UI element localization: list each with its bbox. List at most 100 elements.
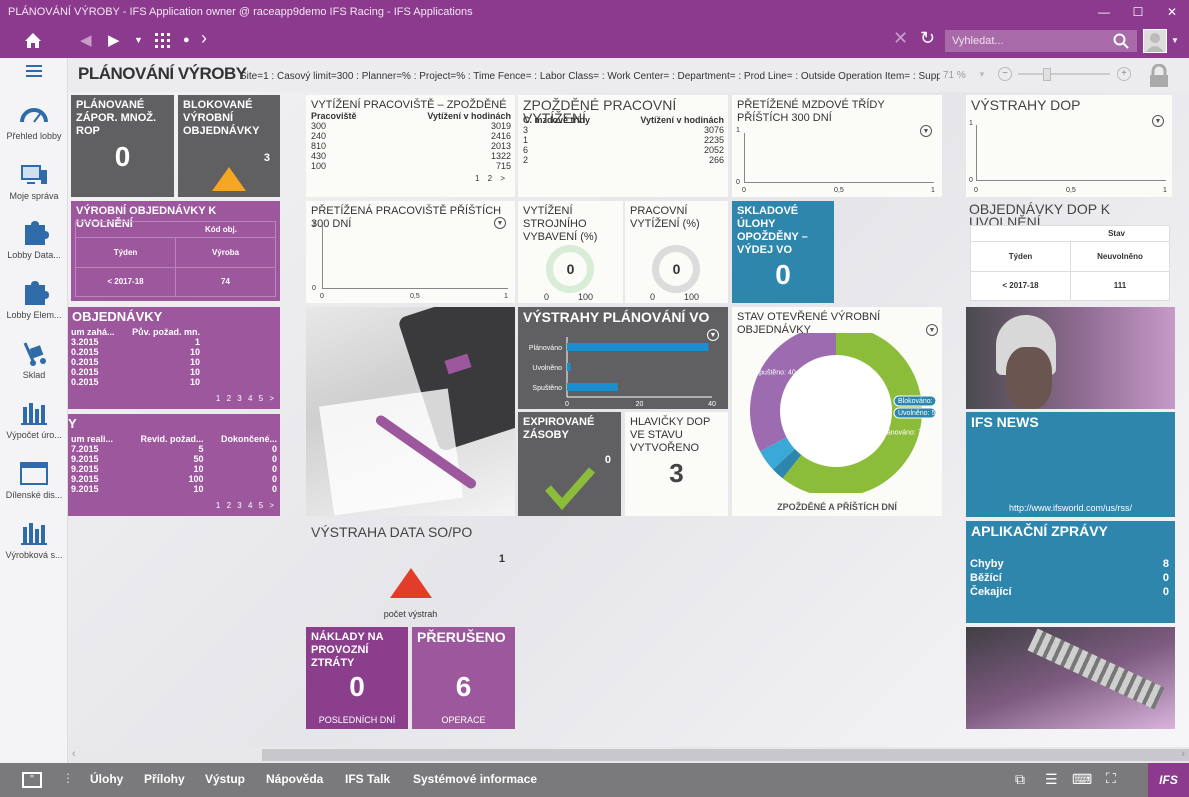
table-row[interactable]: Čekající 0 <box>967 585 1172 599</box>
zoom-slider[interactable] <box>1018 73 1110 75</box>
avatar[interactable] <box>1143 29 1167 53</box>
keyboard-icon[interactable]: ⌨ <box>1072 771 1093 787</box>
cell-value[interactable]: 111 <box>1113 281 1127 290</box>
table-row[interactable]: 300 3019 <box>308 121 514 131</box>
pagination[interactable]: 1 2 3 4 5 > <box>216 501 274 510</box>
table-row[interactable]: 810 2013 <box>308 141 514 151</box>
refresh-icon[interactable]: ↻ <box>920 28 936 48</box>
table-row[interactable]: 2 266 <box>520 155 727 165</box>
next-page-link[interactable]: > <box>500 174 505 183</box>
zoom-dropdown-chevron-down-icon[interactable]: ▼ <box>978 70 986 79</box>
status-item-output[interactable]: Výstup <box>205 772 246 786</box>
status-item-tasks[interactable]: Úlohy <box>90 772 124 786</box>
zoom-level[interactable]: 71 % <box>943 70 966 81</box>
page-link[interactable]: 1 <box>474 174 480 183</box>
search-input[interactable]: Vyhledat... <box>945 30 1137 52</box>
sidebar-item-capacity-calculation[interactable]: Výpočet úro... <box>0 401 68 440</box>
tile-planned-negative-rop[interactable]: PLÁNOVANÉ ZÁPOR. MNOŽ. ROP 0 <box>71 95 174 197</box>
lock-icon[interactable] <box>1148 64 1170 88</box>
table-row[interactable]: 9.2015 100 0 <box>68 474 280 484</box>
zoom-slider-handle[interactable] <box>1043 68 1051 81</box>
page-link[interactable]: 4 <box>247 394 253 403</box>
sidebar-item-shop-dispatch[interactable]: Dílenské dis... <box>0 461 68 500</box>
table-row[interactable]: 0.2015 10 <box>68 347 203 357</box>
page-link[interactable]: 2 <box>487 174 493 183</box>
tile-dop-orders-to-release[interactable]: OBJEDNÁVKY DOP K UVOLNĚNÍ Stav Týden Neu… <box>966 201 1172 301</box>
tile-machine-utilization[interactable]: VYTÍŽENÍ STROJNÍHO VYBAVENÍ (%) 0 0 100 <box>518 201 623 303</box>
drag-handle-icon[interactable]: ⋮ <box>62 771 74 785</box>
next-page-link[interactable]: > <box>269 394 274 403</box>
search-icon[interactable] <box>1113 33 1129 49</box>
table-row[interactable]: 9.2015 10 0 <box>68 464 280 474</box>
tile-expired-stock[interactable]: EXPIROVANÉ ZÁSOBY 0 <box>518 412 621 516</box>
sidebar-item-product-structure[interactable]: Výrobková s... <box>0 521 68 560</box>
cell-value[interactable]: 74 <box>221 277 230 286</box>
page-link[interactable]: 4 <box>247 501 253 510</box>
zoom-in-button[interactable]: + <box>1117 67 1131 81</box>
table-row[interactable]: 0.2015 10 <box>68 367 203 377</box>
tile-dop-alerts[interactable]: VÝSTRAHY DOP ▼ 1 0 0 0,5 1 <box>966 95 1172 197</box>
fullscreen-icon[interactable]: ⛶ <box>1106 770 1116 786</box>
table-row[interactable]: 7.2015 5 0 <box>68 444 280 454</box>
dot-icon[interactable]: ● <box>183 34 190 46</box>
pagination[interactable]: 1 2 3 4 5 > <box>216 394 274 403</box>
tile-interrupted[interactable]: PŘERUŠENO 6 OPERACE <box>412 627 515 729</box>
status-item-help[interactable]: Nápověda <box>266 772 324 786</box>
page-link[interactable]: 1 <box>215 501 221 510</box>
tile-work-utilization[interactable]: PRACOVNÍ VYTÍŽENÍ (%) 0 0 100 <box>625 201 728 303</box>
table-row[interactable]: 0.2015 10 <box>68 357 203 367</box>
table-row[interactable]: 240 2416 <box>308 131 514 141</box>
tile-stock-tasks-delayed[interactable]: SKLADOVÉ ÚLOHY OPOŽDĚNY – VÝDEJ VO 0 <box>732 201 834 303</box>
page-link[interactable]: 5 <box>258 501 264 510</box>
apps-grid-icon[interactable] <box>155 33 171 49</box>
tile-open-orders-status[interactable]: STAV OTEVŘENÉ VÝROBNÍ OBJEDNÁVKY ▼ Pláno… <box>732 307 942 516</box>
tile-planning-alerts[interactable]: VÝSTRAHY PLÁNOVÁNÍ VO ▼ Plánováno Uvolněn… <box>518 307 728 409</box>
chevron-right-icon[interactable]: › <box>201 28 207 48</box>
tile-orders-to-release[interactable]: VÝROBNÍ OBJEDNÁVKY K UVOLNĚNÍ Kód obj. T… <box>71 201 280 301</box>
tile-operational-loss-costs[interactable]: NÁKLADY NA PROVOZNÍ ZTRÁTY 0 POSLEDNÍCH … <box>306 627 408 729</box>
forward-dropdown-icon[interactable]: ▼ <box>134 35 143 45</box>
chevron-down-icon[interactable]: ▼ <box>1152 115 1164 127</box>
table-row[interactable]: 430 1322 <box>308 151 514 161</box>
sidebar-item-lobby-elements[interactable]: Lobby Elem... <box>0 281 68 320</box>
horizontal-scrollbar[interactable]: ‹ › <box>68 747 1189 763</box>
chevron-down-icon[interactable]: ▼ <box>494 217 506 229</box>
user-menu-chevron-down-icon[interactable]: ▼ <box>1171 36 1179 45</box>
page-link[interactable]: 2 <box>226 394 232 403</box>
windows-icon[interactable]: ⧉ <box>1015 771 1025 787</box>
tile-dop-headers-created[interactable]: HLAVIČKY DOP VE STAVU VYTVOŘENO 3 <box>625 412 728 516</box>
tile-orders-list-2[interactable]: Y um reali... Revid. požad... Dokončené...… <box>68 414 280 516</box>
list-icon[interactable]: ☰ <box>1045 771 1058 787</box>
scroll-left-icon[interactable]: ‹ <box>72 748 76 760</box>
maximize-icon[interactable]: ☐ <box>1132 5 1144 19</box>
pagination[interactable]: 1 2 > <box>475 174 505 183</box>
tile-orders-list[interactable]: OBJEDNÁVKY um zahá... Pův. požad. mn. 3.2… <box>68 307 280 409</box>
news-link[interactable]: http://www.ifsworld.com/us/rss/ <box>1008 503 1133 513</box>
chevron-down-icon[interactable]: ▼ <box>926 324 938 336</box>
sidebar-item-warehouse[interactable]: Sklad <box>0 341 68 380</box>
sidebar-item-lobby-data[interactable]: Lobby Data... <box>0 221 68 260</box>
tile-application-messages[interactable]: APLIKAČNÍ ZPRÁVY Chyby 8 Běžící 0 Čekající… <box>966 521 1175 623</box>
minimize-icon[interactable]: — <box>1098 5 1110 19</box>
table-row[interactable]: 9.2015 50 0 <box>68 454 280 464</box>
page-link[interactable]: 3 <box>237 394 242 403</box>
table-row[interactable]: Běžící 0 <box>967 571 1172 585</box>
table-row[interactable]: 1 2235 <box>520 135 727 145</box>
hamburger-menu-icon[interactable] <box>26 65 42 77</box>
table-row[interactable]: Chyby 8 <box>967 557 1172 571</box>
table-row[interactable]: 100 715 <box>308 161 514 171</box>
chat-icon[interactable]: " <box>22 772 42 788</box>
tile-blocked-orders[interactable]: BLOKOVANÉ VÝROBNÍ OBJEDNÁVKY 3 <box>178 95 280 197</box>
scrollbar-thumb[interactable] <box>262 749 1189 761</box>
close-icon[interactable]: ✕ <box>1166 5 1178 19</box>
sidebar-item-my-management[interactable]: Moje správa <box>0 162 68 201</box>
table-row[interactable]: 0.2015 10 <box>68 377 203 387</box>
next-page-link[interactable]: > <box>269 501 274 510</box>
status-item-ifs-talk[interactable]: IFS Talk <box>345 772 391 786</box>
table-row[interactable]: 6 2052 <box>520 145 727 155</box>
zoom-out-button[interactable]: − <box>998 67 1012 81</box>
cancel-icon[interactable]: ✕ <box>893 28 909 48</box>
home-icon[interactable] <box>24 32 42 49</box>
tile-overloaded-work-centers[interactable]: PŘETÍŽENÁ PRACOVIŠTĚ PŘÍŠTÍCH 300 DNÍ ▼ … <box>306 201 515 303</box>
page-link[interactable]: 2 <box>226 501 232 510</box>
